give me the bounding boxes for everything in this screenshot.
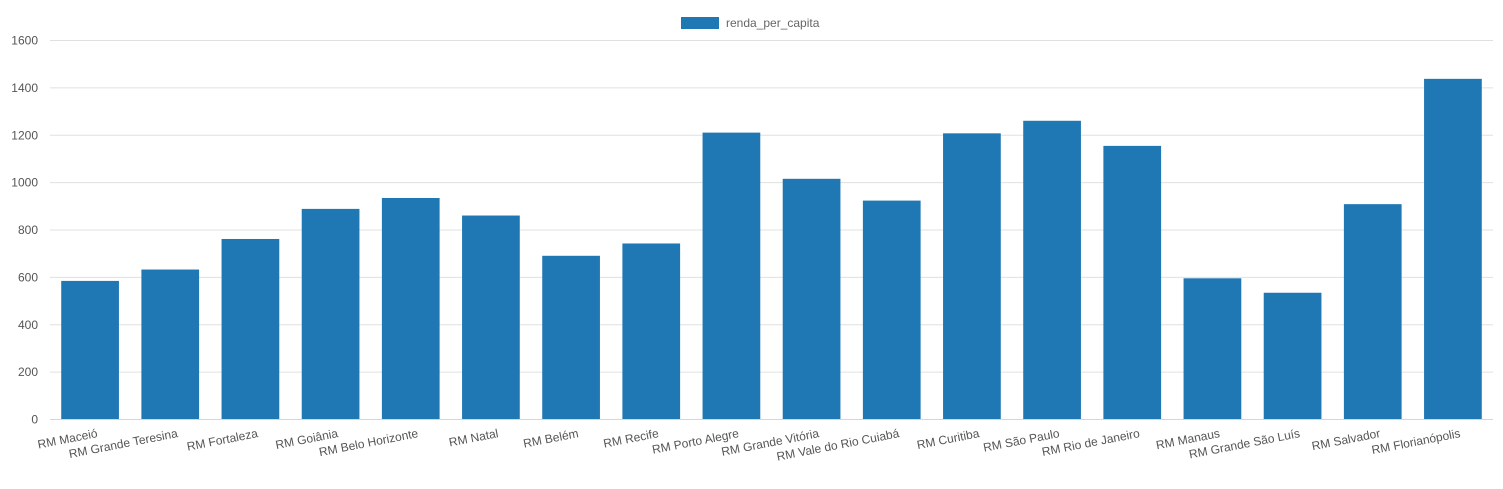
y-tick-label: 800: [18, 223, 38, 237]
y-tick-label: 1200: [11, 128, 38, 142]
y-tick-label: 1600: [11, 34, 38, 48]
x-tick-label: RM Natal: [448, 426, 500, 449]
bar[interactable]: [1183, 278, 1242, 419]
bar[interactable]: [1103, 145, 1162, 419]
x-tick-label: RM Florianópolis: [1370, 426, 1461, 457]
bar[interactable]: [301, 208, 360, 419]
bar[interactable]: [61, 280, 119, 419]
bar[interactable]: [381, 197, 440, 419]
bar[interactable]: [782, 178, 841, 419]
bars: [61, 78, 1482, 420]
bar[interactable]: [943, 133, 1001, 420]
y-tick-label: 1400: [11, 81, 38, 95]
bar[interactable]: [1424, 78, 1482, 419]
bar[interactable]: [542, 255, 600, 419]
bar[interactable]: [1343, 204, 1402, 419]
bar[interactable]: [862, 200, 921, 419]
bar[interactable]: [622, 243, 681, 419]
y-tick-label: 400: [18, 318, 38, 332]
legend-swatch[interactable]: [681, 17, 719, 29]
y-tick-label: 200: [18, 365, 38, 379]
bar[interactable]: [1023, 120, 1081, 419]
y-tick-label: 600: [18, 270, 38, 284]
bar[interactable]: [702, 132, 761, 420]
legend[interactable]: renda_per_capita: [681, 16, 820, 30]
x-tick-label: RM Belém: [522, 426, 580, 450]
legend-label[interactable]: renda_per_capita: [726, 16, 820, 30]
bar[interactable]: [141, 269, 200, 419]
bar[interactable]: [1263, 292, 1322, 419]
x-tick-label: RM Curitiba: [916, 426, 981, 452]
y-tick-label: 0: [31, 413, 38, 427]
bar[interactable]: [221, 238, 280, 419]
x-tick-label: RM Fortaleza: [186, 426, 260, 454]
bar[interactable]: [462, 215, 520, 419]
grid: [50, 40, 1493, 420]
y-tick-label: 1000: [11, 176, 38, 190]
y-axis: 0 200 400 600 800 1000 1200 1400 1600: [11, 34, 38, 427]
